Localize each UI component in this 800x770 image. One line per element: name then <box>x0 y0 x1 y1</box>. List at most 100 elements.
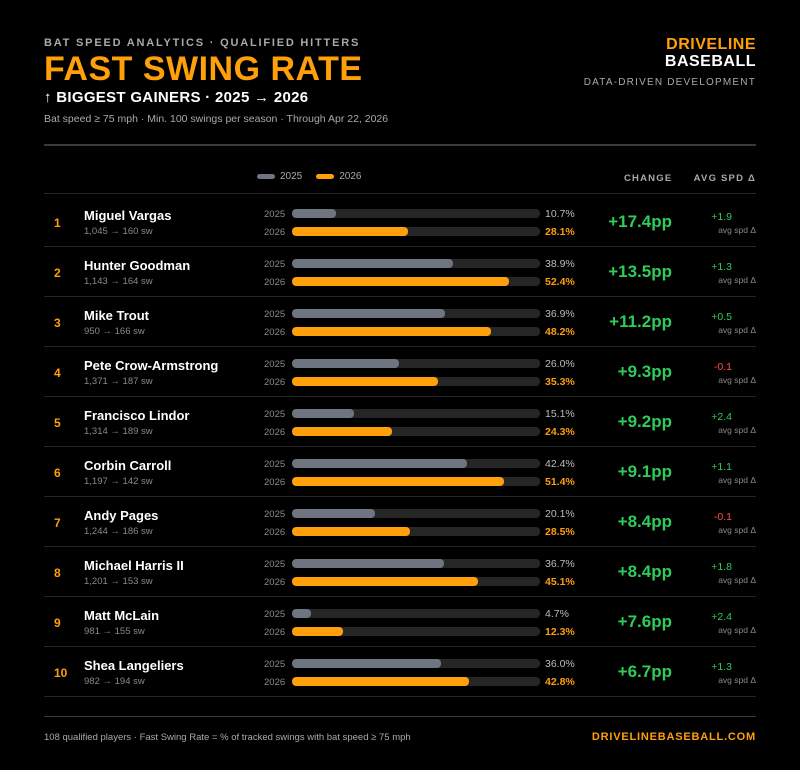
bar-track-2025 <box>292 209 540 218</box>
change-value: +9.3pp <box>617 362 672 381</box>
table-row: 3 Mike Trout 950 → 166 sw 2025 2026 36.9% 48.2… <box>44 297 756 347</box>
avg-spd-delta: +2.4 <box>711 411 732 423</box>
legend: 2025 2026 <box>257 171 376 182</box>
bar-track-2026 <box>292 627 540 636</box>
swing-count: 1,314 → 189 sw <box>84 426 153 437</box>
change-value: +9.2pp <box>617 412 672 431</box>
column-header-change: CHANGE <box>624 173 673 184</box>
avg-spd-sublabel: avg spd Δ <box>718 275 756 285</box>
bar-track-2025 <box>292 359 540 368</box>
swing-count: 1,045 → 160 sw <box>84 226 153 237</box>
avg-spd-delta: +1.1 <box>711 461 732 473</box>
bar-2025 <box>292 559 444 568</box>
change-value: +11.2pp <box>609 312 672 331</box>
bar-2026 <box>292 277 509 286</box>
player-name: Corbin Carroll <box>84 458 172 473</box>
brand-logo-line2: BASEBALL <box>664 53 756 70</box>
rank-label: 7 <box>54 516 61 530</box>
swing-count: 1,244 → 186 sw <box>84 526 153 537</box>
year-label-2026: 2026 <box>264 677 286 688</box>
swing-count: 1,143 → 164 sw <box>84 276 153 287</box>
change-value: +7.6pp <box>617 612 672 631</box>
player-name: Francisco Lindor <box>84 408 190 423</box>
data-label-2026: 45.1% <box>545 576 575 588</box>
data-label-2025: 36.7% <box>545 558 575 570</box>
rank-label: 3 <box>54 316 61 330</box>
bar-track-2026 <box>292 527 540 536</box>
year-label-2026: 2026 <box>264 527 286 538</box>
table-row: 7 Andy Pages 1,244 → 186 sw 2025 2026 20.1% 28… <box>44 497 756 547</box>
bar-track-2026 <box>292 577 540 586</box>
year-label-2026: 2026 <box>264 277 286 288</box>
bar-2026 <box>292 577 479 586</box>
avg-spd-delta: +0.5 <box>711 311 732 323</box>
bar-track-2026 <box>292 227 540 236</box>
table-row: 6 Corbin Carroll 1,197 → 142 sw 2025 2026 42.… <box>44 447 756 497</box>
legend-label-2026: 2026 <box>339 171 362 182</box>
header-divider <box>44 144 756 146</box>
data-label-2025: 26.0% <box>545 358 575 370</box>
data-label-2025: 38.9% <box>545 258 575 270</box>
bar-2026 <box>292 527 410 536</box>
avg-spd-sublabel: avg spd Δ <box>718 525 756 535</box>
data-label-2025: 15.1% <box>545 408 575 420</box>
change-value: +6.7pp <box>617 662 672 681</box>
table-row: 8 Michael Harris II 1,201 → 153 sw 2025 2026… <box>44 547 756 597</box>
footer-site-link[interactable]: DRIVELINEBASEBALL.COM <box>591 731 756 743</box>
table-row: 2 Hunter Goodman 1,143 → 164 sw 2025 2026 38.… <box>44 247 756 297</box>
year-label-2026: 2026 <box>264 227 286 238</box>
column-header-divider <box>44 193 756 194</box>
player-name: Matt McLain <box>84 608 160 623</box>
chart-title: FAST SWING RATE <box>44 50 363 88</box>
avg-spd-sublabel: avg spd Δ <box>718 675 756 685</box>
avg-spd-sublabel: avg spd Δ <box>718 225 756 235</box>
data-label-2026: 24.3% <box>545 426 575 438</box>
brand-tagline: DATA-DRIVEN DEVELOPMENT <box>583 77 756 88</box>
data-label-2025: 36.0% <box>545 658 575 670</box>
bar-2026 <box>292 327 492 336</box>
swing-count: 981 → 155 sw <box>84 626 145 637</box>
year-label-2026: 2026 <box>264 577 286 588</box>
bar-track-2026 <box>292 427 540 436</box>
swing-count: 982 → 194 sw <box>84 676 145 687</box>
data-label-2026: 35.3% <box>545 376 575 388</box>
data-label-2026: 48.2% <box>545 326 575 338</box>
bar-track-2026 <box>292 377 540 386</box>
year-label-2025: 2025 <box>264 259 286 270</box>
avg-spd-delta: +1.9 <box>711 211 732 223</box>
bar-2026 <box>292 627 343 636</box>
bar-track-2025 <box>292 309 540 318</box>
year-label-2026: 2026 <box>264 477 286 488</box>
year-label-2026: 2026 <box>264 327 286 338</box>
data-label-2025: 36.9% <box>545 308 575 320</box>
table-row: 1 Miguel Vargas 1,045 → 160 sw 2025 2026 10.7… <box>44 197 756 247</box>
bar-track-2026 <box>292 477 540 486</box>
avg-spd-delta: +1.8 <box>711 561 732 573</box>
rank-label: 2 <box>54 266 61 280</box>
bar-track-2026 <box>292 277 540 286</box>
bar-track-2025 <box>292 259 540 268</box>
avg-spd-delta: +1.3 <box>711 261 732 273</box>
rank-label: 1 <box>54 216 61 230</box>
bar-2026 <box>292 677 469 686</box>
legend-item-2026: 2026 <box>316 171 362 182</box>
bar-track-2026 <box>292 327 540 336</box>
avg-spd-delta: +1.3 <box>711 661 732 673</box>
year-label-2025: 2025 <box>264 509 286 520</box>
bar-track-2026 <box>292 677 540 686</box>
bar-2025 <box>292 459 468 468</box>
avg-spd-sublabel: avg spd Δ <box>718 625 756 635</box>
bar-2025 <box>292 409 355 418</box>
year-label-2025: 2025 <box>264 209 286 220</box>
avg-spd-sublabel: avg spd Δ <box>718 375 756 385</box>
bar-2025 <box>292 259 453 268</box>
bar-2025 <box>292 659 441 668</box>
bar-2026 <box>292 427 393 436</box>
data-label-2026: 51.4% <box>545 476 575 488</box>
rank-label: 10 <box>54 666 68 680</box>
rank-label: 6 <box>54 466 61 480</box>
bar-2026 <box>292 227 409 236</box>
footer-divider <box>44 716 756 717</box>
legend-label-2025: 2025 <box>280 171 303 182</box>
swing-count: 1,201 → 153 sw <box>84 576 153 587</box>
